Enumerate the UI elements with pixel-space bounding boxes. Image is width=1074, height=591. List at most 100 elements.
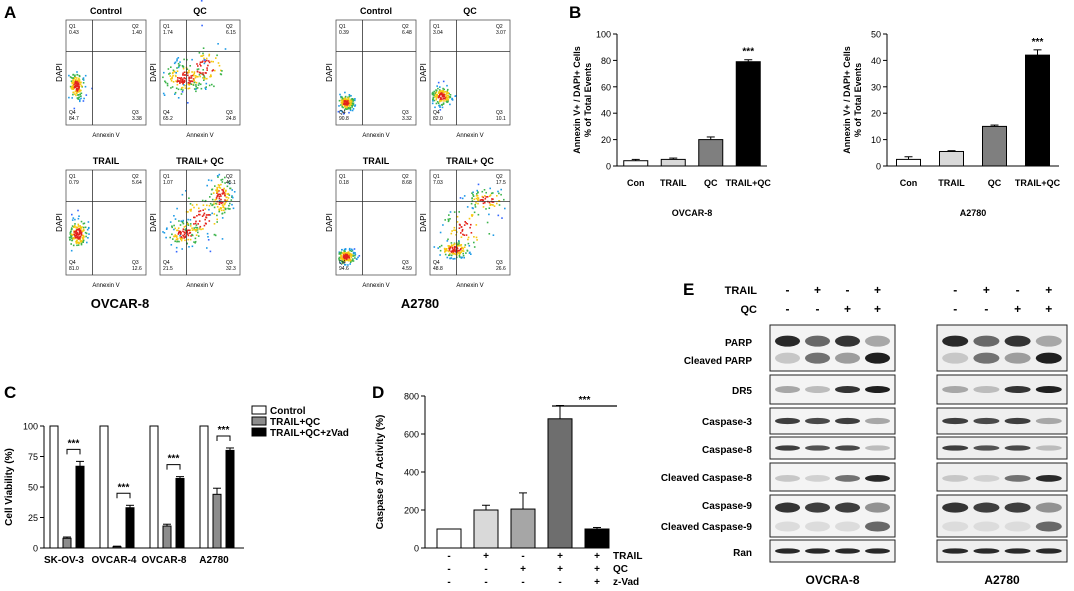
flow-dot xyxy=(480,199,483,201)
flow-dot xyxy=(338,99,341,102)
blot-band xyxy=(835,445,860,451)
flow-dot xyxy=(352,108,355,110)
flow-dot xyxy=(449,94,452,96)
flow-dot xyxy=(193,216,195,219)
flow-dot xyxy=(75,226,77,228)
flow-dot xyxy=(491,204,493,206)
flow-dot xyxy=(436,94,438,97)
flow-dot xyxy=(490,192,493,195)
treatment-sign: + xyxy=(874,302,881,316)
flow-dot xyxy=(76,244,78,247)
flow-quadrant-name: Q1 xyxy=(69,24,76,30)
flow-dot xyxy=(75,242,78,244)
flow-dot xyxy=(448,219,450,222)
flow-dot xyxy=(346,106,349,108)
bar xyxy=(660,158,686,167)
flow-dot xyxy=(439,89,441,91)
flow-dot xyxy=(342,101,344,103)
flow-dot xyxy=(477,191,479,193)
flow-dot xyxy=(354,254,356,257)
flow-dot xyxy=(208,208,210,211)
flow-dot xyxy=(341,257,343,260)
flow-y-axis-label: DAPI xyxy=(55,213,64,232)
flow-dot xyxy=(82,238,84,240)
flow-dot xyxy=(339,259,341,262)
flow-dot xyxy=(476,193,478,195)
flow-dot xyxy=(77,244,80,246)
flow-dot xyxy=(483,189,486,191)
condition-label: z-Vad xyxy=(613,577,639,588)
flow-dot xyxy=(76,97,79,99)
flow-dot xyxy=(73,225,76,228)
flow-dot xyxy=(447,218,450,221)
flow-dot xyxy=(229,187,232,190)
flow-dot xyxy=(211,188,213,191)
flow-dot xyxy=(340,109,342,112)
flow-dot xyxy=(486,221,489,224)
flow-dot xyxy=(471,200,474,202)
flow-dot xyxy=(183,233,186,236)
flow-dot xyxy=(454,253,457,256)
flow-dot xyxy=(462,248,465,250)
treatment-sign: + xyxy=(983,283,990,297)
flow-dot xyxy=(213,206,216,209)
flow-quadrant-name: Q2 xyxy=(496,174,503,180)
flow-dot xyxy=(343,252,345,254)
flow-dot xyxy=(471,215,473,217)
flow-dot xyxy=(439,109,442,111)
flow-dot xyxy=(482,206,485,208)
flow-dot xyxy=(69,233,72,235)
flow-dot xyxy=(454,243,456,245)
flow-dot xyxy=(467,242,470,245)
flow-dot xyxy=(228,204,230,207)
flow-dot xyxy=(218,195,221,198)
flow-dot xyxy=(197,65,199,67)
flow-dot xyxy=(189,223,192,225)
flow-dot xyxy=(217,184,220,186)
flow-dot xyxy=(342,98,345,101)
y-tick-label: 100 xyxy=(596,30,611,40)
flow-dot xyxy=(448,214,450,216)
flow-dot xyxy=(463,224,466,226)
flow-dot xyxy=(449,246,452,248)
flow-dot xyxy=(344,97,347,100)
flow-dot xyxy=(451,244,453,247)
flow-dot xyxy=(182,66,185,68)
flow-dot xyxy=(196,203,198,206)
flow-dot xyxy=(74,224,76,227)
flow-dot xyxy=(476,195,479,197)
flow-dot xyxy=(477,197,479,199)
flow-dot xyxy=(204,60,206,63)
flow-dot xyxy=(456,245,459,247)
flow-dot xyxy=(351,105,354,107)
flow-dot xyxy=(80,232,82,235)
blot-band xyxy=(805,521,830,532)
flow-x-axis-label: Annexin V xyxy=(362,283,389,289)
flow-dot xyxy=(195,220,197,223)
flow-plot-title: TRAIL+ QC xyxy=(446,156,494,166)
flow-dot xyxy=(219,193,221,196)
flow-plot-title: QC xyxy=(463,6,477,16)
blot-band xyxy=(973,445,1000,451)
flow-dot xyxy=(182,230,184,233)
flow-quadrant-value: 1.40 xyxy=(132,30,142,36)
flow-dot xyxy=(184,77,187,80)
x-axis-label: OVCAR-8 xyxy=(672,208,713,218)
flow-dot xyxy=(180,93,183,95)
flow-dot xyxy=(179,233,182,236)
flow-dot xyxy=(351,259,354,262)
flow-quadrant-value: 48.8 xyxy=(433,266,443,272)
condition-sign: - xyxy=(521,551,524,562)
flow-dot xyxy=(451,252,454,255)
flow-dot xyxy=(169,221,172,223)
flow-dot xyxy=(451,98,454,100)
significance-bracket xyxy=(116,492,131,499)
flow-dot xyxy=(460,236,463,238)
blot-band xyxy=(805,386,830,393)
flow-dot xyxy=(70,235,73,238)
flow-dot xyxy=(192,78,195,80)
flow-dot xyxy=(188,197,190,199)
flow-dot xyxy=(178,240,180,243)
flow-dot xyxy=(199,71,201,74)
